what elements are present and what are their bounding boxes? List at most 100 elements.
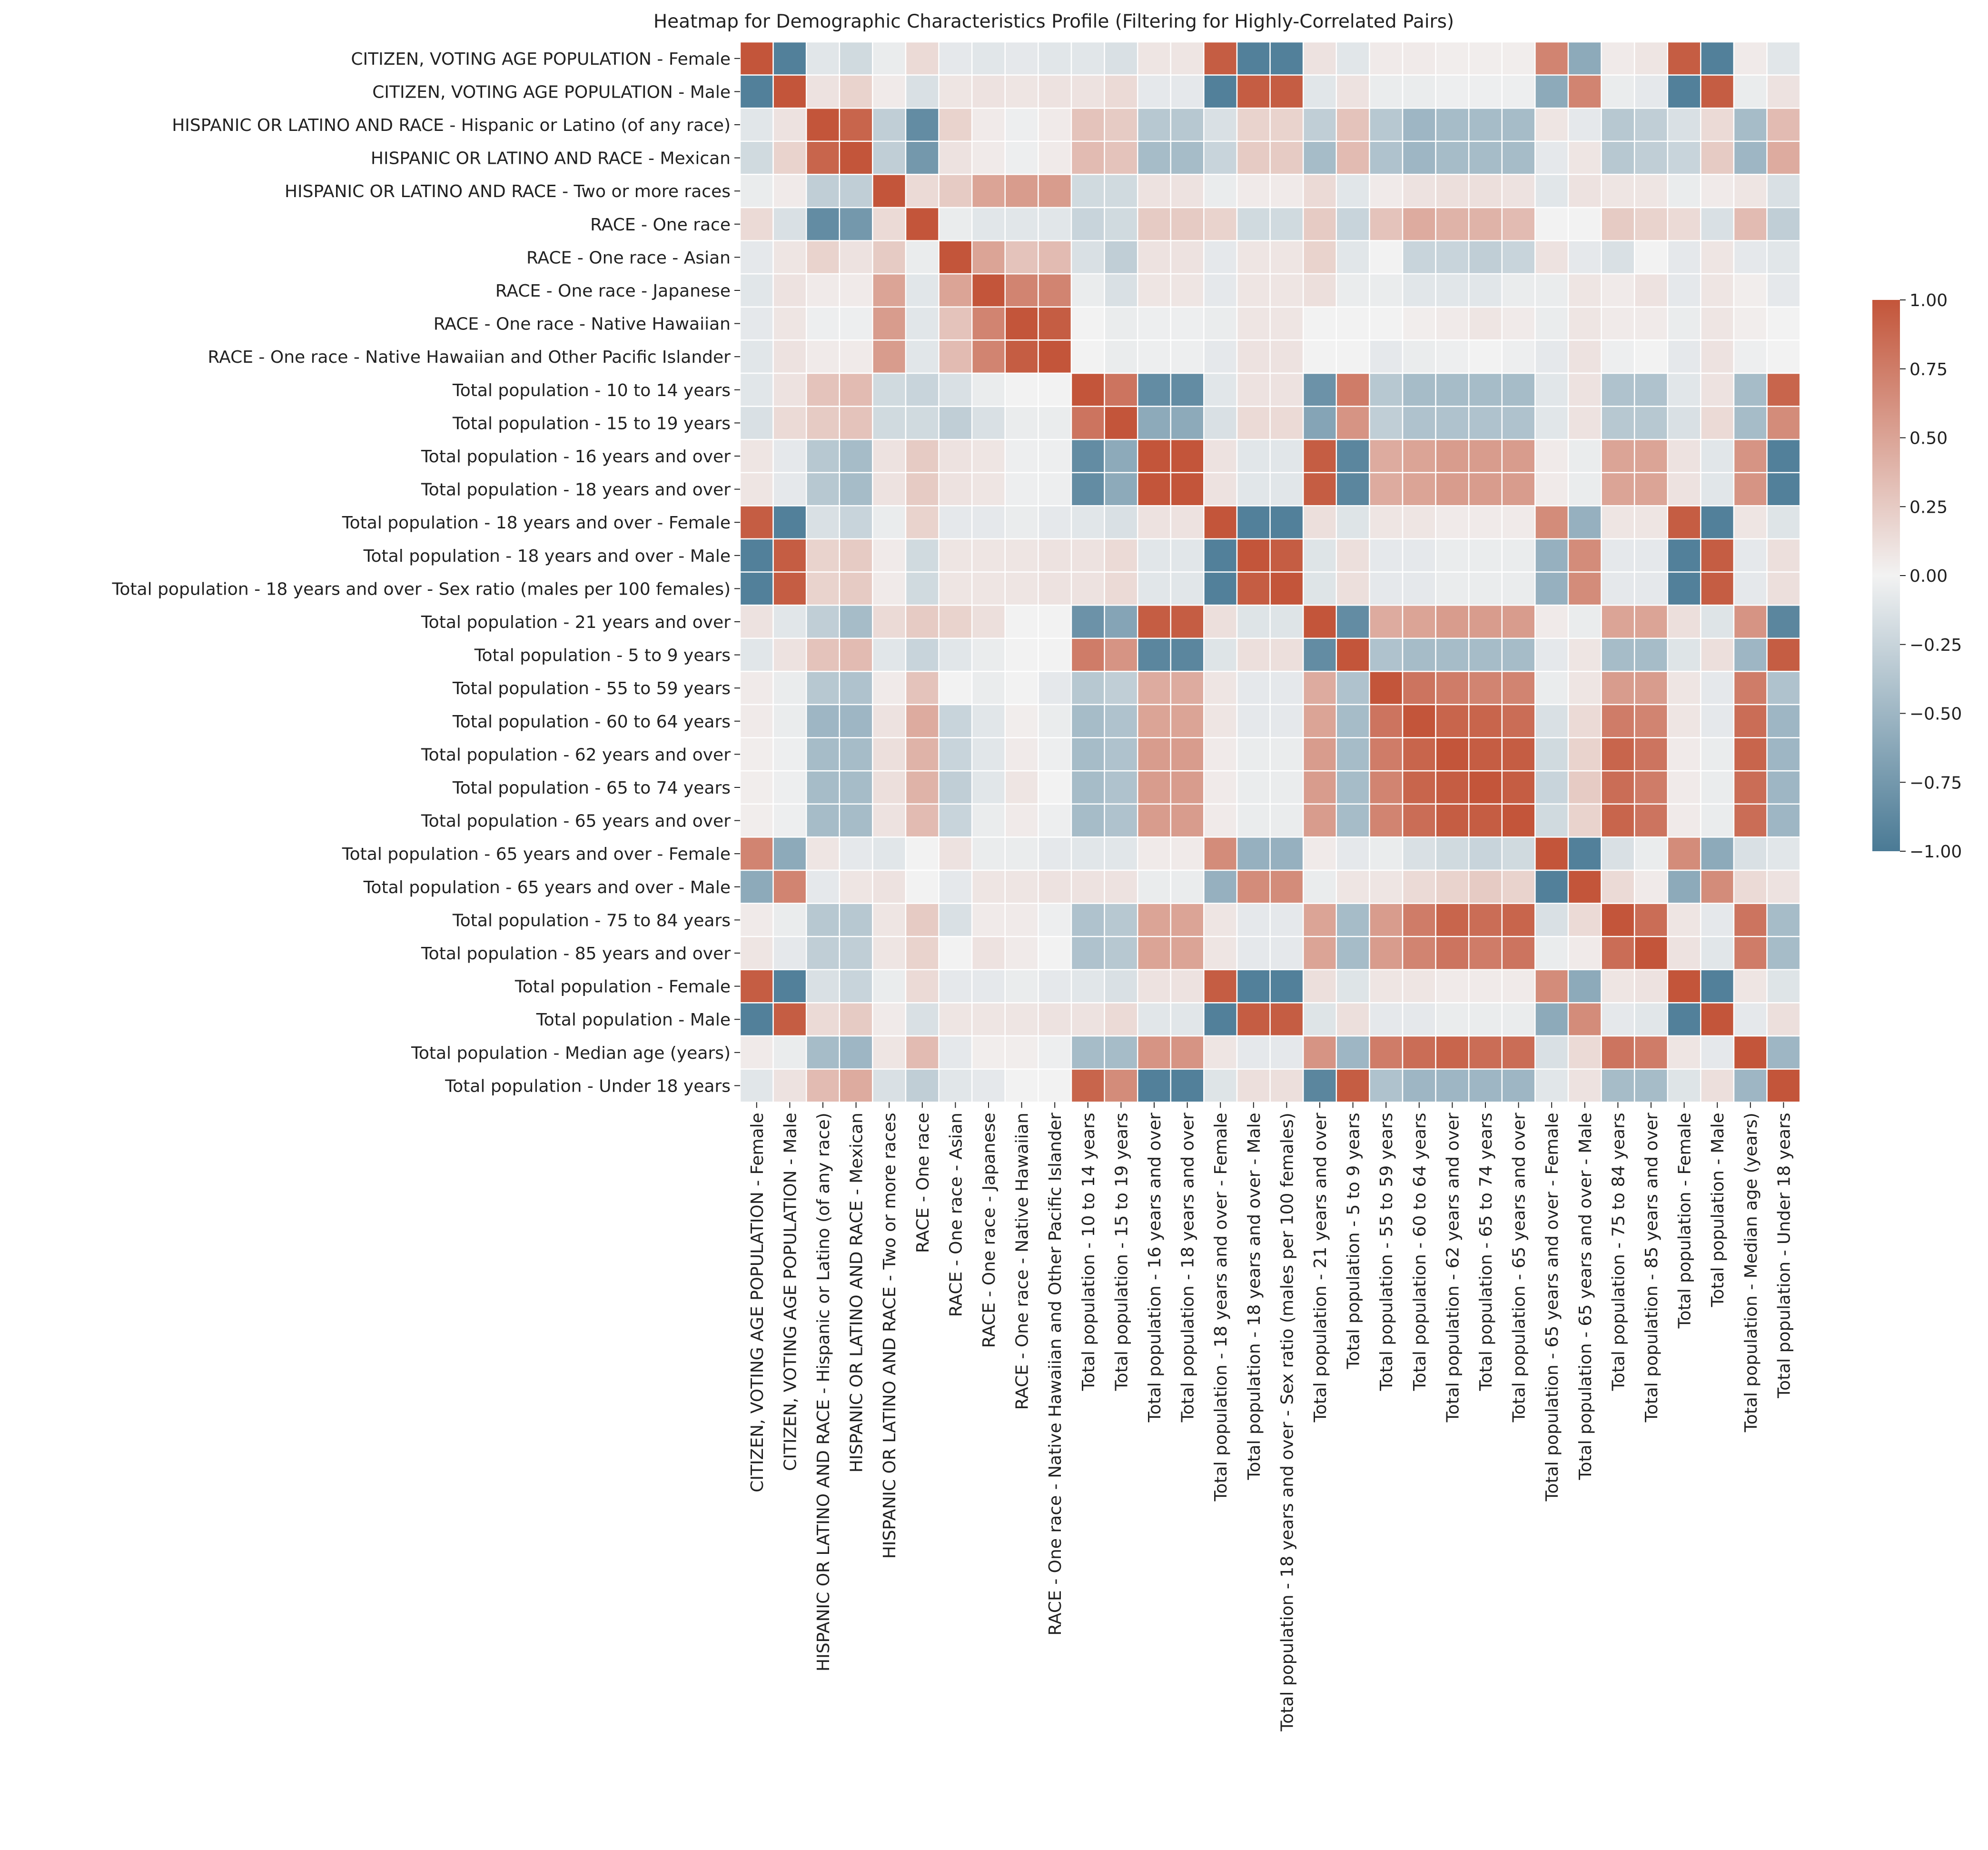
heatmap-cell bbox=[1137, 1002, 1172, 1037]
heatmap-cell bbox=[1038, 1002, 1072, 1037]
heatmap-cell bbox=[1137, 339, 1172, 374]
heatmap-cell bbox=[938, 140, 973, 175]
heatmap-cell bbox=[1402, 41, 1436, 76]
heatmap-cell bbox=[1137, 140, 1172, 175]
heatmap-cell bbox=[1468, 140, 1503, 175]
heatmap-cell bbox=[1601, 869, 1635, 904]
heatmap-cell bbox=[1302, 306, 1337, 341]
heatmap-cell bbox=[805, 41, 841, 76]
heatmap-cell bbox=[839, 1068, 873, 1103]
heatmap-cell bbox=[1203, 240, 1238, 275]
heatmap-cell bbox=[905, 306, 940, 341]
heatmap-cell bbox=[1137, 869, 1172, 904]
y-tick-label: RACE - One race - Native Hawaiian and Ot… bbox=[208, 348, 731, 367]
heatmap-cell bbox=[971, 372, 1006, 407]
heatmap-cell bbox=[1004, 505, 1039, 540]
heatmap-cell bbox=[905, 273, 940, 308]
heatmap-cell bbox=[872, 1002, 907, 1037]
heatmap-cell bbox=[938, 107, 973, 142]
heatmap-cell bbox=[839, 273, 873, 308]
colorbar-tick-label: 0.25 bbox=[1909, 497, 1948, 517]
heatmap-cell bbox=[1501, 406, 1536, 440]
x-tick-label: Total population - 62 years and over bbox=[1443, 1113, 1463, 1422]
heatmap-cell bbox=[1335, 74, 1370, 109]
heatmap-cell bbox=[739, 472, 774, 507]
heatmap-cell bbox=[1038, 1035, 1072, 1070]
heatmap-cell bbox=[971, 41, 1006, 76]
heatmap-cell bbox=[1501, 637, 1536, 672]
heatmap-cell bbox=[1369, 671, 1404, 706]
heatmap-cell bbox=[1070, 737, 1105, 772]
heatmap-cell bbox=[1369, 803, 1404, 838]
heatmap-cell bbox=[805, 704, 841, 738]
heatmap-cell bbox=[1104, 704, 1138, 738]
heatmap-cell bbox=[1501, 869, 1536, 904]
heatmap-cell bbox=[1236, 472, 1271, 507]
heatmap-cell bbox=[1733, 438, 1768, 474]
heatmap-cell bbox=[1137, 1068, 1172, 1103]
heatmap-cell bbox=[839, 671, 873, 706]
heatmap-cell bbox=[872, 969, 907, 1004]
heatmap-cell bbox=[1435, 174, 1470, 209]
heatmap-cell bbox=[1468, 969, 1503, 1004]
heatmap-cell bbox=[1236, 207, 1271, 241]
heatmap-cell bbox=[1269, 737, 1304, 772]
heatmap-cell bbox=[1335, 273, 1370, 308]
heatmap-cell bbox=[938, 438, 973, 474]
heatmap-cell bbox=[1435, 438, 1470, 474]
heatmap-cell bbox=[1402, 438, 1436, 474]
heatmap-cell bbox=[1601, 770, 1635, 805]
y-tick-label: RACE - One race - Japanese bbox=[495, 281, 731, 301]
heatmap-cell bbox=[1302, 737, 1337, 772]
heatmap-cell bbox=[938, 869, 973, 904]
heatmap-cell bbox=[1369, 306, 1404, 341]
heatmap-cell bbox=[1335, 174, 1370, 209]
heatmap-cell bbox=[1302, 869, 1337, 904]
heatmap-cell bbox=[905, 571, 940, 606]
x-tick-label: Total population - 65 years and over - M… bbox=[1576, 1113, 1595, 1480]
y-tick-label: Total population - 65 years and over bbox=[421, 812, 731, 831]
heatmap-cell bbox=[1633, 74, 1669, 109]
heatmap-cell bbox=[772, 637, 807, 672]
x-tick-label: RACE - One race - Native Hawaiian and Ot… bbox=[1046, 1113, 1065, 1636]
heatmap-cell bbox=[1203, 273, 1238, 308]
heatmap-cell bbox=[1203, 74, 1238, 109]
heatmap-cell bbox=[1667, 372, 1701, 407]
heatmap-cell bbox=[1302, 836, 1337, 871]
heatmap-cell bbox=[739, 74, 774, 109]
heatmap-cell bbox=[772, 74, 807, 109]
heatmap-cell bbox=[1435, 306, 1470, 341]
heatmap-cell bbox=[1104, 207, 1138, 241]
heatmap-cell bbox=[872, 438, 907, 474]
heatmap-cell bbox=[739, 803, 774, 838]
heatmap-cell bbox=[1435, 704, 1470, 738]
heatmap-cell bbox=[1038, 935, 1072, 971]
heatmap-cell bbox=[1203, 406, 1238, 440]
heatmap-cell bbox=[1534, 704, 1569, 738]
colorbar-tick-label: −1.00 bbox=[1909, 842, 1962, 862]
heatmap-cell bbox=[1601, 438, 1635, 474]
heatmap-cell bbox=[1038, 571, 1072, 606]
heatmap-cell bbox=[1435, 803, 1470, 838]
heatmap-cell bbox=[1203, 571, 1238, 606]
heatmap-cell bbox=[1170, 637, 1205, 672]
heatmap-cell bbox=[1137, 704, 1172, 738]
heatmap-cell bbox=[839, 836, 873, 871]
heatmap-cell bbox=[1269, 836, 1304, 871]
heatmap-cell bbox=[1435, 406, 1470, 440]
heatmap-cell bbox=[1601, 637, 1635, 672]
heatmap-cell bbox=[1468, 306, 1503, 341]
heatmap-cell bbox=[1269, 140, 1304, 175]
heatmap-cell bbox=[1170, 207, 1205, 241]
heatmap-cell bbox=[1269, 273, 1304, 308]
heatmap-cell bbox=[772, 803, 807, 838]
y-tick-label: RACE - One race - Asian bbox=[526, 248, 731, 268]
heatmap-cell bbox=[1567, 1068, 1602, 1103]
heatmap-cell bbox=[1004, 869, 1039, 904]
heatmap-cell bbox=[1004, 671, 1039, 706]
heatmap-cell bbox=[1004, 306, 1039, 341]
heatmap-cell bbox=[1170, 671, 1205, 706]
heatmap-cell bbox=[1633, 339, 1669, 374]
heatmap-cell bbox=[1601, 472, 1635, 507]
heatmap-cell bbox=[1700, 74, 1735, 109]
